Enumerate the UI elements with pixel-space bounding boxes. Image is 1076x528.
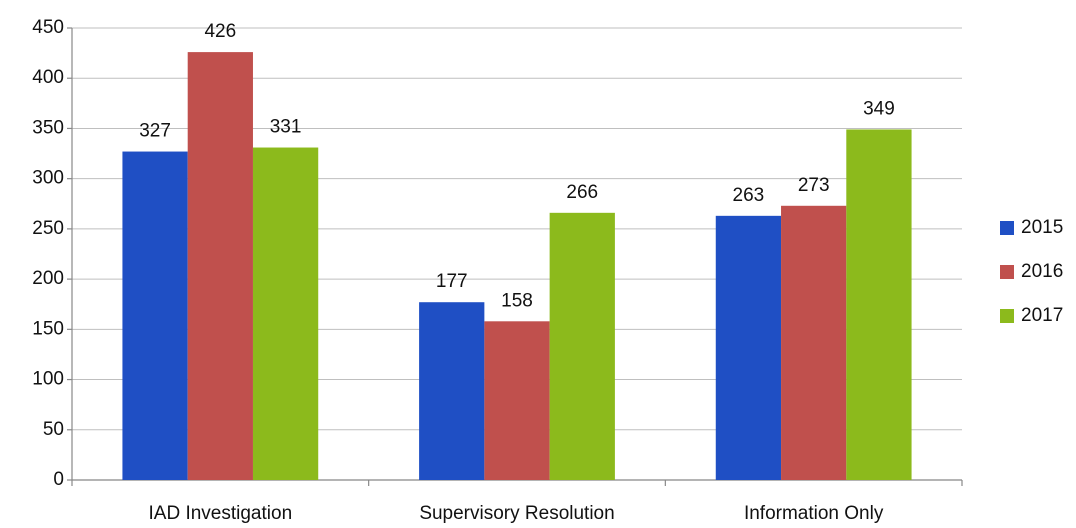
bar [187, 52, 253, 481]
bar [484, 321, 550, 480]
x-tick-label: Information Only [744, 503, 884, 524]
data-label: 266 [566, 182, 598, 203]
data-label: 273 [798, 175, 830, 196]
y-tick-label: 50 [43, 419, 64, 440]
data-label: 349 [863, 98, 895, 119]
y-tick-label: 0 [53, 469, 64, 490]
bar [549, 212, 615, 480]
data-label: 263 [733, 185, 765, 206]
bar [781, 205, 847, 480]
bar [252, 147, 319, 481]
y-tick-label: 150 [32, 318, 64, 339]
legend-swatch [1000, 309, 1014, 323]
data-label: 426 [204, 21, 236, 42]
data-label: 327 [139, 121, 171, 142]
data-label: 177 [436, 271, 468, 292]
y-tick-label: 300 [32, 168, 64, 189]
bar [122, 151, 188, 480]
data-label: 158 [501, 290, 533, 311]
y-tick-label: 450 [32, 17, 64, 38]
legend-swatch [1000, 221, 1014, 235]
bar [846, 129, 912, 480]
y-tick-label: 400 [32, 67, 64, 88]
x-tick-label: IAD Investigation [149, 503, 293, 524]
legend-label: 2016 [1021, 261, 1063, 282]
y-tick-label: 100 [32, 369, 64, 390]
data-label: 331 [270, 117, 302, 138]
legend-swatch [1000, 265, 1014, 279]
bar [419, 302, 485, 480]
y-tick-label: 350 [32, 117, 64, 138]
y-tick-label: 200 [32, 268, 64, 289]
y-tick-label: 250 [32, 218, 64, 239]
bar [715, 215, 782, 480]
legend-label: 2017 [1021, 305, 1063, 326]
legend-label: 2015 [1021, 217, 1063, 238]
x-tick-label: Supervisory Resolution [419, 503, 614, 524]
